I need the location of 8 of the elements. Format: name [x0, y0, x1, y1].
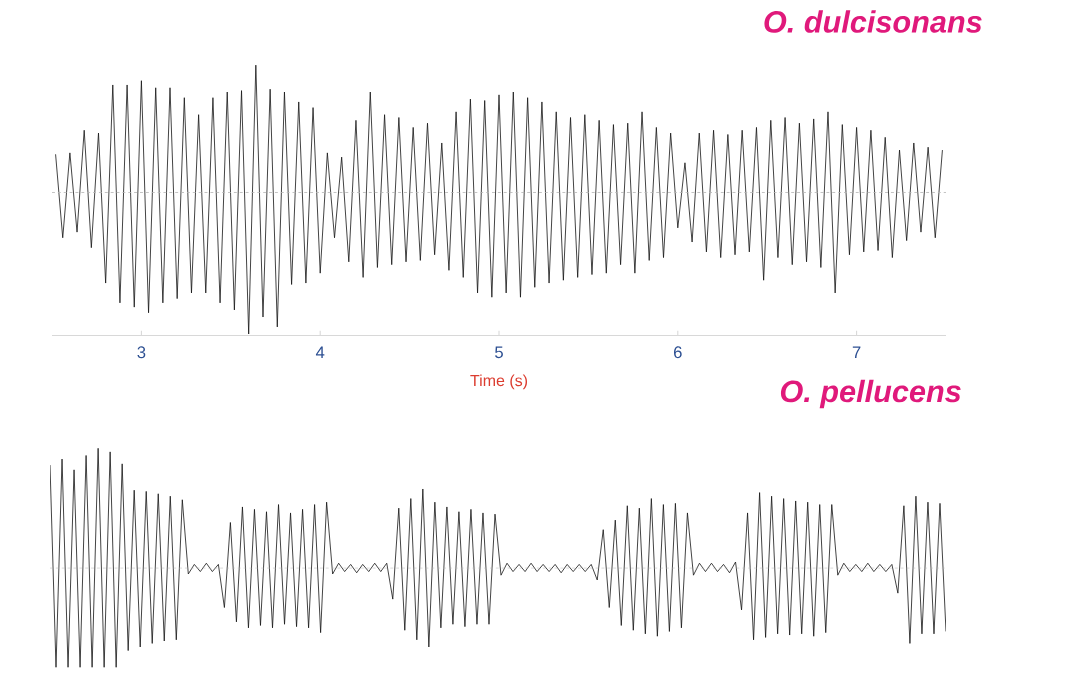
chart-title: O. dulcisonans: [764, 10, 982, 33]
x-tick-label: 5: [495, 346, 503, 359]
x-axis-title: Time (s): [470, 374, 528, 390]
x-tick-label: 7: [852, 346, 861, 358]
x-tick-label: 4: [315, 346, 325, 358]
x-tick-label: 3: [137, 346, 146, 359]
chart-title: O. pellucens: [780, 379, 961, 409]
x-tick-label: 6: [674, 346, 682, 359]
